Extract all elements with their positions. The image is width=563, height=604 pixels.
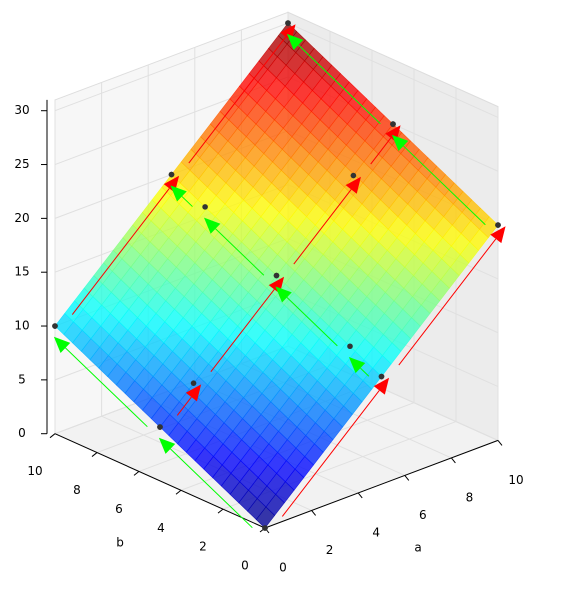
arrow-head [170,185,187,202]
y-tick-label: 4 [157,521,165,535]
x-tick-label: 8 [466,490,474,504]
point [273,272,280,279]
tick-mark [217,508,224,514]
y-tick-label: 8 [73,483,81,497]
arrow-head [490,226,506,244]
arrow-head [275,286,292,303]
y-tick-label: 6 [115,502,123,516]
point [52,323,58,329]
arrow-head [391,134,409,151]
z-tick-label: 5 [18,372,26,386]
tick-mark [451,457,456,464]
grid-line [287,22,499,118]
surface [54,22,499,529]
point [495,222,501,228]
x-tick-label: 6 [419,508,427,522]
arrow-shaft [281,390,380,517]
y-tick-label: 10 [27,464,42,478]
tick-mark [133,471,140,476]
point [347,343,353,350]
tick-mark [497,440,503,446]
arrow-shaft [298,44,381,125]
point [202,204,208,210]
z-tick-label: 10 [14,319,29,333]
arrow-head [373,377,390,395]
arrow-head [203,217,221,234]
tick-mark [175,489,182,495]
point [378,373,385,380]
grid-line [54,22,289,112]
arrow-shaft [398,238,497,366]
x-tick-label: 2 [326,543,334,557]
x-tick-label: 4 [372,525,380,539]
arrow-shaft [215,228,265,276]
tick-mark [91,452,98,457]
arrow-shaft [65,347,148,428]
y-axis-line [54,433,266,529]
arrow-head [53,336,71,353]
z-tick-label: 0 [18,426,26,440]
tick-mark [49,433,56,439]
arrow-shaft [370,137,392,165]
y-axis-label: b [116,536,124,550]
z-tick-label: 15 [14,265,29,279]
points [52,20,501,531]
point [350,172,357,179]
arrow-shaft [188,36,287,164]
arrow-shaft [71,188,170,315]
point [157,424,163,430]
tick-mark [357,492,363,499]
point [190,380,197,386]
arrows [53,24,506,529]
z-tick-label: 30 [14,103,29,117]
arrow-shaft [210,289,275,372]
y-tick-label: 0 [241,559,249,573]
arrow-shaft [293,189,352,265]
z-tick-label: 25 [14,157,29,171]
point [390,121,396,127]
x-tick-label: 0 [279,561,287,575]
arrow-shaft [360,367,370,377]
point [168,171,175,178]
axes: 0 2 4 6 8 10 0 2 4 6 8 10 0 5 10 15 20 25 30 [14,99,524,575]
arrow-head [185,384,202,402]
tick-mark [311,510,316,516]
x-tick-label: 10 [508,473,523,487]
point [285,20,291,26]
arrow-head [158,437,176,454]
arrow-shaft [176,396,192,416]
arrow-shaft [403,145,486,226]
arrow-shaft [181,196,193,207]
z-tick-label: 20 [14,211,29,225]
point [262,525,268,531]
x-axis-line [264,439,499,529]
y-tick-label: 2 [199,540,207,554]
arrow-head [345,176,361,194]
arrow-head [348,357,366,374]
tick-mark [404,475,410,481]
arrow-head [286,33,304,51]
x-axis-label: a [414,541,421,555]
arrow-shaft [286,297,338,347]
arrow-shaft [170,448,253,529]
